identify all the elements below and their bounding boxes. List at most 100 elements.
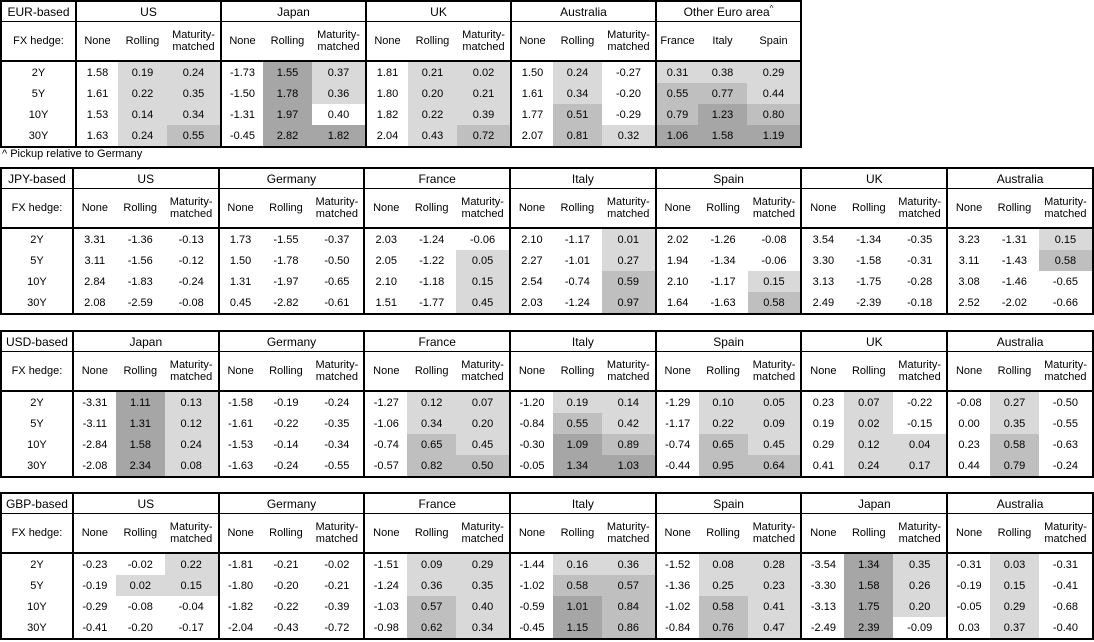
value-cell: -1.36 bbox=[127, 233, 153, 246]
value-cell: -0.21 bbox=[273, 558, 299, 571]
value-cell: -0.74 bbox=[363, 434, 408, 455]
eur-table: EUR-based US Japan UK Australia Other Euro ar… bbox=[0, 0, 802, 148]
country-header: Italy bbox=[509, 493, 656, 514]
hedge-type-header: Maturity-matched bbox=[456, 351, 511, 392]
value-cell: -2.82 bbox=[273, 296, 299, 309]
country-header: Japan bbox=[220, 1, 366, 22]
value-cell: 0.14 bbox=[118, 104, 167, 125]
value-cell: 0.24 bbox=[553, 61, 602, 83]
country-header: US bbox=[75, 1, 221, 22]
value-cell: 0.45 bbox=[217, 292, 262, 314]
value-cell: -0.50 bbox=[324, 254, 350, 267]
value-cell: 1.51 bbox=[363, 292, 408, 314]
tenor-label: 30Y bbox=[27, 459, 47, 472]
hedge-type-header: Rolling bbox=[263, 21, 312, 62]
hedge-type-header: None bbox=[509, 351, 553, 392]
hedge-type-header: Rolling bbox=[552, 513, 602, 554]
value-cell: -0.66 bbox=[1052, 296, 1078, 309]
value-cell: 0.05 bbox=[747, 391, 802, 413]
value-cell: 2.54 bbox=[509, 271, 553, 292]
value-cell: 0.22 bbox=[698, 413, 748, 434]
value-cell: 0.15 bbox=[456, 271, 511, 292]
value-cell: -0.02 bbox=[127, 558, 153, 571]
value-cell: 1.53 bbox=[75, 104, 118, 125]
value-cell: 1.63 bbox=[75, 125, 118, 147]
value-cell: 1.97 bbox=[263, 104, 312, 125]
hedge-type-header: Maturity-matched bbox=[893, 513, 948, 554]
value-cell: 3.54 bbox=[800, 228, 845, 250]
value-cell: -0.55 bbox=[1052, 417, 1078, 430]
value-cell: 0.29 bbox=[747, 61, 801, 83]
value-cell: 0.76 bbox=[698, 617, 748, 639]
value-cell: -0.15 bbox=[907, 417, 933, 430]
tenor-label: 30Y bbox=[27, 621, 47, 634]
value-cell: -0.31 bbox=[946, 553, 991, 575]
value-cell: 0.31 bbox=[655, 61, 698, 83]
jpy-row-2Y: 2Y 3.31 -1.36 -0.13 1.73 -1.55 -0.37 2.03 -1.24 -… bbox=[1, 228, 1093, 250]
value-cell: 1.78 bbox=[263, 83, 312, 104]
hedge-type-header: Rolling bbox=[990, 351, 1039, 392]
country-header: US bbox=[71, 493, 219, 514]
value-cell: 1.11 bbox=[115, 391, 165, 413]
hedge-type-header: None bbox=[217, 188, 262, 229]
hedge-type-header: Maturity-matched bbox=[164, 513, 219, 554]
value-cell: 0.15 bbox=[1038, 228, 1093, 250]
value-cell: 2.10 bbox=[654, 271, 699, 292]
value-cell: -0.37 bbox=[324, 233, 350, 246]
value-cell: 0.37 bbox=[990, 617, 1039, 639]
hedge-type-header: Maturity-matched bbox=[1038, 351, 1093, 392]
eur-row-10Y: 10Y 1.53 0.14 0.34 -1.31 1.97 0.40 1.82 0.22 0.39… bbox=[1, 104, 801, 125]
hedge-type-header: Maturity-matched bbox=[747, 351, 802, 392]
hedge-type-header: Rolling bbox=[261, 351, 311, 392]
value-cell: 0.86 bbox=[601, 617, 656, 639]
value-cell: -1.24 bbox=[564, 296, 590, 309]
country-header: France bbox=[363, 331, 511, 352]
value-cell: 0.09 bbox=[407, 553, 457, 575]
value-cell: 3.30 bbox=[800, 250, 845, 271]
value-cell: 0.12 bbox=[407, 391, 457, 413]
jpy-based-table-mount: JPY-based US Germany France Italy Spain UK Aust… bbox=[0, 167, 1094, 315]
hedge-type-header: Maturity-matched bbox=[457, 21, 511, 62]
value-cell: 0.39 bbox=[457, 104, 511, 125]
hedge-type-header: Maturity-matched bbox=[167, 21, 221, 62]
hedge-type-header: Maturity-matched bbox=[601, 351, 656, 392]
value-cell: 0.23 bbox=[946, 434, 991, 455]
value-cell: 0.45 bbox=[456, 292, 511, 314]
country-header: Italy bbox=[509, 331, 656, 352]
country-header: Japan bbox=[71, 331, 219, 352]
value-cell: 1.77 bbox=[510, 104, 553, 125]
value-cell: -0.20 bbox=[615, 87, 642, 100]
value-cell: -2.59 bbox=[127, 296, 153, 309]
value-cell: 2.27 bbox=[509, 250, 553, 271]
value-cell: -0.29 bbox=[615, 108, 642, 121]
hedge-type-header: Maturity-matched bbox=[893, 351, 948, 392]
value-cell: -1.18 bbox=[419, 275, 445, 288]
value-cell: -0.17 bbox=[178, 621, 204, 634]
tenor-label: 10Y bbox=[27, 275, 47, 288]
value-cell: 0.10 bbox=[698, 391, 748, 413]
value-cell: 1.06 bbox=[655, 125, 698, 147]
footnote-pickup-relative-to-germany: ^ Pickup relative to Germany bbox=[2, 148, 143, 160]
value-cell: 0.26 bbox=[893, 575, 948, 596]
value-cell: 0.17 bbox=[893, 455, 948, 477]
value-cell: 3.31 bbox=[71, 228, 116, 250]
value-cell: 0.24 bbox=[118, 125, 167, 147]
value-cell: -1.31 bbox=[220, 104, 263, 125]
value-cell: -1.44 bbox=[509, 553, 553, 575]
country-header: France bbox=[363, 493, 511, 514]
jpy-table: JPY-based US Germany France Italy Spain UK Aust… bbox=[0, 167, 1094, 315]
hedge-type-header: None bbox=[946, 351, 991, 392]
hedge-type-header: Maturity-matched bbox=[456, 188, 511, 229]
value-cell: 0.15 bbox=[990, 575, 1039, 596]
jpy-base-label: JPY-based bbox=[1, 168, 73, 189]
value-cell: 0.19 bbox=[800, 413, 845, 434]
value-cell: 2.07 bbox=[510, 125, 553, 147]
value-cell: 0.34 bbox=[456, 617, 511, 639]
hedge-type-header: Rolling bbox=[407, 513, 457, 554]
value-cell: -0.30 bbox=[509, 434, 553, 455]
value-cell: 2.82 bbox=[263, 125, 312, 147]
value-cell: -0.84 bbox=[654, 617, 699, 639]
value-cell: 0.64 bbox=[747, 455, 802, 477]
value-cell: 0.97 bbox=[601, 292, 656, 314]
